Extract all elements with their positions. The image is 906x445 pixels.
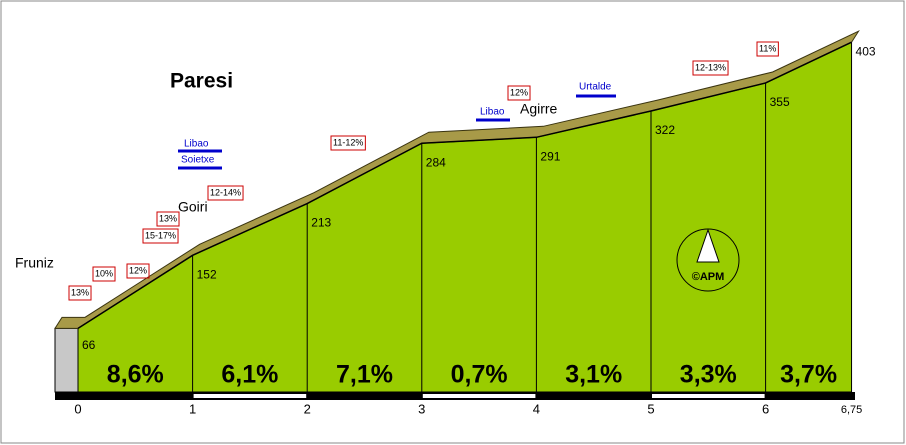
- altitude-label: 322: [655, 123, 675, 137]
- altitude-label: 403: [856, 44, 876, 58]
- x-tick-label: 3: [418, 401, 425, 416]
- x-tick-label: 5: [647, 401, 654, 416]
- x-tick-label: 4: [533, 401, 540, 416]
- altitude-label: 284: [426, 155, 446, 169]
- road-label: Urtalde: [579, 82, 612, 93]
- road-label: Libao: [480, 107, 505, 118]
- grade-box: [142, 228, 179, 244]
- axis-bar-gap: [193, 394, 307, 398]
- road-label: Soietxe: [181, 155, 215, 166]
- altitude-label: 355: [770, 95, 790, 109]
- axis-bar-gap: [422, 394, 536, 398]
- gradient-label: 3,7%: [780, 361, 837, 389]
- x-tick-label: 2: [304, 401, 311, 416]
- gradient-label: 0,7%: [451, 361, 508, 389]
- grade-label: 13%: [159, 213, 177, 223]
- grade-label: 11-12%: [333, 137, 363, 147]
- logo-mountain: [696, 228, 720, 263]
- x-tick-label: 6,75: [841, 404, 862, 416]
- grade-label: 10%: [95, 268, 113, 278]
- gradient-label: 3,3%: [680, 361, 737, 389]
- x-tick-label: 1: [189, 401, 196, 416]
- grade-label: 12-13%: [695, 62, 726, 72]
- road-edge: [77, 41, 852, 329]
- gradient-label: 6,1%: [221, 361, 278, 389]
- gradient-label: 7,1%: [336, 361, 393, 389]
- annotations: Fruniz Goiri Agirre Libao Soietxe Libao …: [15, 41, 779, 301]
- x-tick-label: 6: [762, 401, 769, 416]
- axis-bar-gap: [652, 394, 765, 398]
- grade-box: [507, 85, 531, 101]
- gradient-label: 3,1%: [565, 361, 622, 389]
- road-label: Libao: [184, 139, 209, 150]
- start-block: [54, 327, 79, 393]
- grade-box: [207, 185, 244, 201]
- grade-box: [756, 41, 779, 57]
- grade-box: [92, 266, 116, 282]
- place-label: Fruniz: [15, 255, 54, 271]
- chart-title: Paresi: [170, 70, 233, 93]
- gradient-label: 8,6%: [107, 361, 164, 389]
- profile-area: [77, 41, 853, 393]
- place-label: Agirre: [520, 101, 558, 117]
- grade-label: 11%: [759, 43, 776, 53]
- grade-box: [126, 263, 150, 279]
- grade-box: [68, 285, 92, 301]
- grade-label: 13%: [71, 287, 89, 297]
- grade-label: 15-17%: [145, 230, 176, 240]
- grade-label: 12%: [129, 265, 147, 275]
- x-tick-label: 0: [74, 401, 81, 416]
- altitude-label: 291: [540, 149, 560, 163]
- grade-label: 12-14%: [210, 187, 241, 197]
- altitude-label: 66: [82, 338, 96, 352]
- logo-text: ©APM: [692, 271, 725, 283]
- altitude-label: 213: [311, 216, 331, 230]
- altitude-label: 152: [197, 267, 217, 281]
- grade-label: 12%: [510, 87, 528, 97]
- grade-box: [692, 60, 729, 76]
- grade-box: [330, 135, 366, 151]
- grade-box: [156, 211, 180, 227]
- place-label: Goiri: [178, 199, 208, 215]
